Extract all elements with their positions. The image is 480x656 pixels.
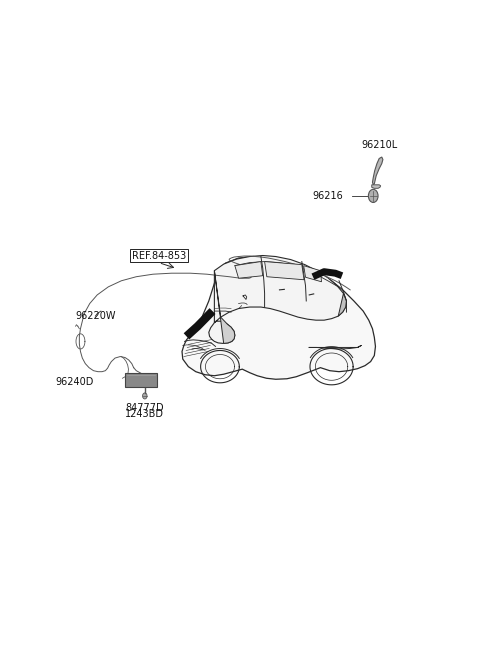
Polygon shape xyxy=(264,262,304,279)
Text: 96220W: 96220W xyxy=(75,311,115,321)
Polygon shape xyxy=(215,271,235,343)
Text: 96210L: 96210L xyxy=(361,140,397,150)
Text: 1243BD: 1243BD xyxy=(125,409,164,419)
Text: REF.84-853: REF.84-853 xyxy=(132,251,186,260)
Text: 84777D: 84777D xyxy=(125,403,164,413)
Polygon shape xyxy=(235,262,263,278)
Polygon shape xyxy=(372,185,381,188)
Polygon shape xyxy=(372,157,383,185)
Text: 96240D: 96240D xyxy=(55,377,94,387)
Polygon shape xyxy=(209,255,347,343)
Bar xyxy=(125,373,156,387)
Polygon shape xyxy=(182,256,375,379)
Polygon shape xyxy=(304,266,322,282)
Polygon shape xyxy=(338,293,347,316)
Circle shape xyxy=(368,190,378,203)
Circle shape xyxy=(143,393,147,399)
Text: 96216: 96216 xyxy=(312,191,344,201)
